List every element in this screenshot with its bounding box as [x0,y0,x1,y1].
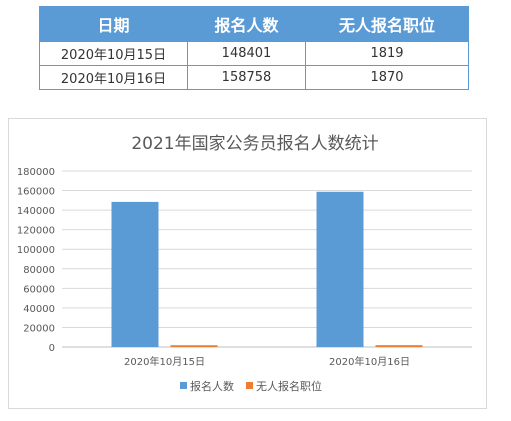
y-tick-label: 100000 [17,245,55,256]
chart-frame [8,118,487,409]
legend-swatch [246,382,253,389]
bar-applicants [111,201,159,347]
table-row: 2020年10月16日 158758 1870 [39,65,469,90]
y-tick-label: 20000 [23,323,55,334]
y-tick-label: 0 [49,343,55,354]
legend-label: 报名人数 [190,379,234,393]
data-table: 日期 报名人数 无人报名职位 2020年10月15日 148401 1819 2… [39,6,469,90]
bar-no-applicant-posts [375,345,423,347]
y-tick-label: 60000 [23,284,55,295]
bars [111,191,423,347]
y-axis-ticks: 0 20000 40000 60000 80000 100000 120000 140000 1… [17,167,55,354]
table-header-row: 日期 报名人数 无人报名职位 [39,6,469,42]
cell-applicants: 148401 [187,41,306,66]
x-tick-label: 2020年10月15日 [124,355,205,368]
legend: 报名人数 无人报名职位 [180,379,322,393]
y-tick-label: 40000 [23,304,55,315]
header-date: 日期 [39,6,188,42]
bar-applicants [316,191,364,347]
cell-date: 2020年10月16日 [39,65,188,90]
x-axis-ticks: 2020年10月15日 2020年10月16日 [124,355,410,368]
chart-title: 2021年国家公务员报名人数统计 [131,134,378,154]
y-tick-label: 180000 [17,167,55,178]
x-tick-label: 2020年10月16日 [329,355,410,368]
bar-no-applicant-posts [170,345,218,347]
cell-no-applicant-posts: 1819 [305,41,469,66]
cell-date: 2020年10月15日 [39,41,188,66]
legend-label: 无人报名职位 [256,379,322,393]
y-tick-label: 80000 [23,265,55,276]
legend-swatch [180,382,187,389]
y-tick-label: 140000 [17,206,55,217]
cell-applicants: 158758 [187,65,306,90]
table-row: 2020年10月15日 148401 1819 [39,41,469,66]
y-tick-label: 160000 [17,187,55,198]
cell-no-applicant-posts: 1870 [305,65,469,90]
data-table-wrapper: 日期 报名人数 无人报名职位 2020年10月15日 148401 1819 2… [39,6,469,90]
y-tick-label: 120000 [17,226,55,237]
